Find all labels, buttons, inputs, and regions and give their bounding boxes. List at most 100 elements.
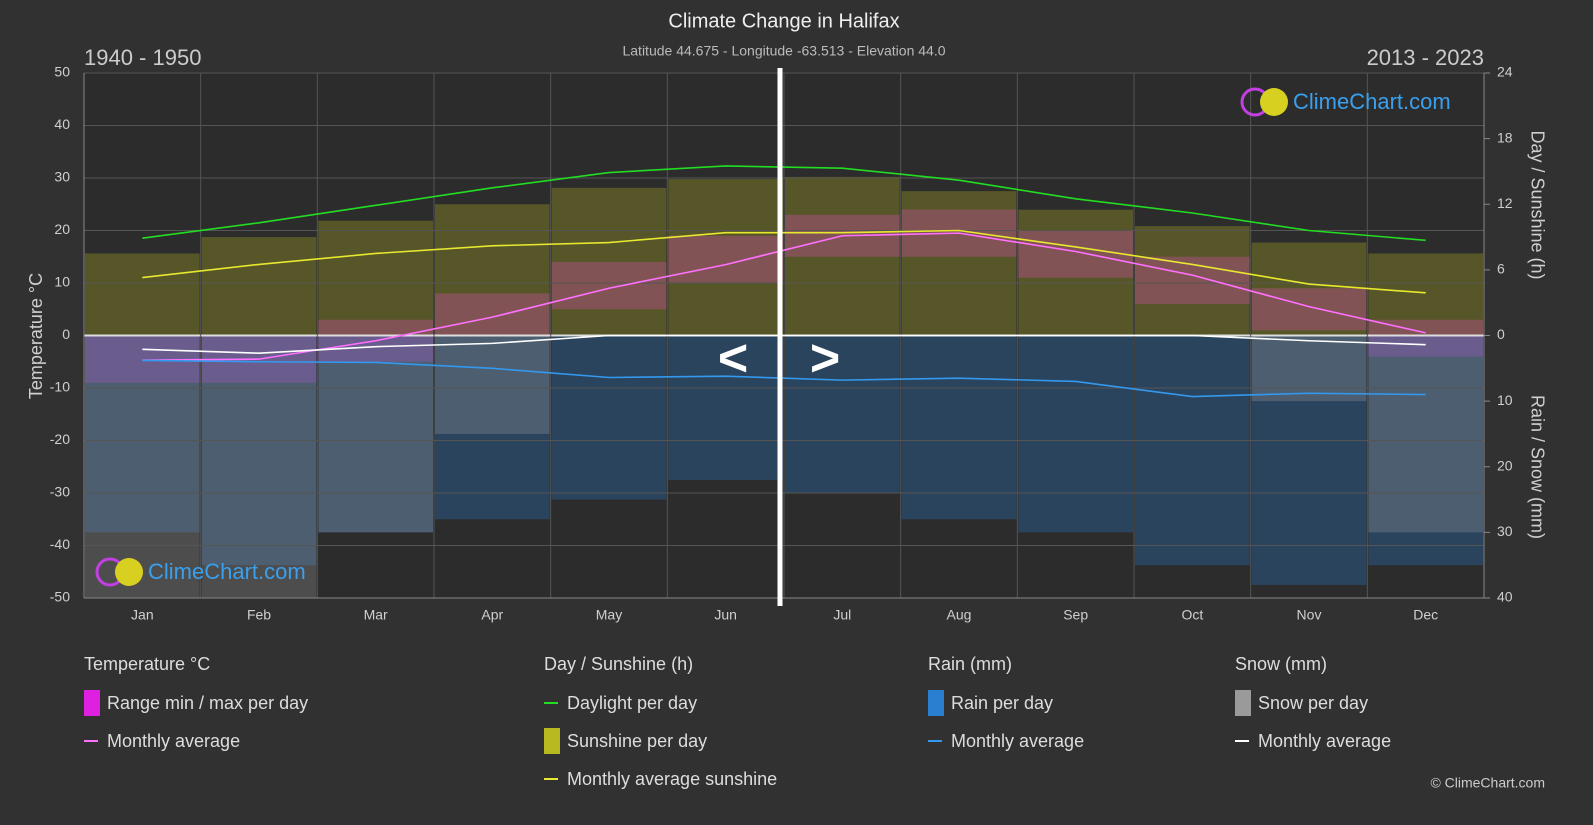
y2-tick-label: 6 <box>1497 261 1505 277</box>
logo-sun <box>1260 88 1288 116</box>
bar <box>318 335 433 533</box>
right-period: 2013 - 2023 <box>1367 45 1484 70</box>
chart-subtitle: Latitude 44.675 - Longitude -63.513 - El… <box>622 43 945 59</box>
legend-label: Snow per day <box>1258 693 1368 713</box>
bar <box>1368 335 1483 533</box>
y-tick-label: 30 <box>54 169 70 185</box>
legend-label: Rain per day <box>951 693 1053 713</box>
legend-label: Monthly average sunshine <box>567 769 777 789</box>
bar <box>201 335 317 566</box>
logo-sun <box>115 558 143 586</box>
legend-title: Day / Sunshine (h) <box>544 654 693 674</box>
y2-tick-label: 0 <box>1497 326 1505 342</box>
x-tick-label: Nov <box>1297 607 1322 623</box>
bar <box>1251 335 1367 585</box>
bar <box>318 220 433 336</box>
bar <box>1251 242 1367 336</box>
y3-tick-label: 30 <box>1497 523 1513 539</box>
legend-swatch <box>84 690 100 716</box>
y2-tick-label: 18 <box>1497 129 1513 145</box>
temperature-range <box>1251 288 1367 331</box>
bar <box>85 253 200 336</box>
bars-layer <box>85 176 1483 598</box>
bar <box>435 204 550 336</box>
bar <box>1368 253 1483 336</box>
nav-next[interactable]: > <box>810 330 840 388</box>
y-tick-label: -30 <box>50 484 70 500</box>
bar <box>901 191 1017 336</box>
y-axis-label: Temperature °C <box>26 273 46 399</box>
logo-bottom: ClimeChart.com <box>95 557 306 587</box>
legend-title: Rain (mm) <box>928 654 1012 674</box>
x-tick-label: Dec <box>1413 607 1438 623</box>
line <box>142 165 1426 242</box>
y-tick-label: -10 <box>50 379 70 395</box>
y2-tick-label: 12 <box>1497 195 1513 211</box>
bar <box>435 335 550 434</box>
bar <box>785 335 900 493</box>
y3-tick-label: 10 <box>1497 392 1513 408</box>
legend-swatch <box>928 690 944 716</box>
legend-label: Monthly average <box>951 731 1084 751</box>
left-period: 1940 - 1950 <box>84 45 201 70</box>
bar <box>901 335 1017 520</box>
y3-tick-label: 40 <box>1497 589 1513 605</box>
y-tick-label: -40 <box>50 536 70 552</box>
bar <box>551 335 667 500</box>
logo-text: ClimeChart.com <box>148 559 306 584</box>
x-tick-label: Jan <box>131 607 154 623</box>
legend-label: Monthly average <box>1258 731 1391 751</box>
y3-tick-label: 20 <box>1497 457 1513 473</box>
legend-title: Snow (mm) <box>1235 654 1327 674</box>
logo-text: ClimeChart.com <box>1293 89 1451 114</box>
y-tick-label: 10 <box>54 274 70 290</box>
y-tick-label: 50 <box>54 64 70 80</box>
x-tick-label: Aug <box>947 607 972 623</box>
x-tick-label: Jul <box>833 607 851 623</box>
lines-layer <box>142 165 1426 398</box>
temperature-range <box>1368 319 1483 357</box>
temperature-range <box>1018 230 1133 278</box>
y2-tick-label: 24 <box>1497 64 1513 80</box>
bar <box>668 335 783 480</box>
bar <box>1018 335 1133 533</box>
logo-top: ClimeChart.com <box>1240 87 1451 117</box>
x-tick-label: Jun <box>714 607 737 623</box>
bar <box>318 335 433 533</box>
legend-label: Daylight per day <box>567 693 697 713</box>
x-tick-label: Mar <box>364 607 388 623</box>
x-tick-label: Feb <box>247 607 271 623</box>
nav-prev[interactable]: < <box>718 330 748 388</box>
bar <box>201 237 317 336</box>
y-tick-label: 40 <box>54 116 70 132</box>
line <box>142 334 1426 355</box>
grid-layer: -50 -40 -30 -20 -10 0 10 20 30 40 50 0 6 12 18 24 10 20 30… <box>50 64 1513 623</box>
legend-swatch <box>544 728 560 754</box>
line <box>142 229 1426 294</box>
bar <box>85 335 200 533</box>
bar <box>1018 209 1133 336</box>
temperature-range <box>668 235 783 283</box>
legend-label: Sunshine per day <box>567 731 707 751</box>
bar <box>85 335 200 598</box>
bar <box>551 187 667 336</box>
legend-swatch <box>1235 690 1251 716</box>
y3-axis-label: Rain / Snow (mm) <box>1527 395 1547 539</box>
y-tick-label: 20 <box>54 221 70 237</box>
y-tick-label: -20 <box>50 431 70 447</box>
y-tick-label: 0 <box>62 326 70 342</box>
temperature-range <box>435 293 550 336</box>
x-tick-label: May <box>596 607 622 623</box>
bar <box>1135 335 1250 566</box>
temperature-range <box>551 262 667 310</box>
x-tick-label: Apr <box>481 607 503 623</box>
bar <box>201 335 317 598</box>
bar <box>668 179 783 336</box>
legend-label: Monthly average <box>107 731 240 751</box>
y2-axis-label: Day / Sunshine (h) <box>1527 130 1547 279</box>
bar <box>1368 335 1483 566</box>
y-tick-label: -50 <box>50 589 70 605</box>
legend: Temperature °C Range min / max per day Mon… <box>84 654 1391 789</box>
